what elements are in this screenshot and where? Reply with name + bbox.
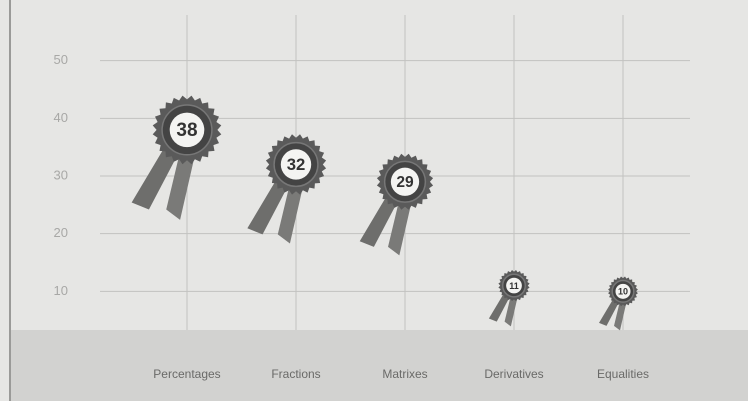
rosette xyxy=(131,95,222,220)
x-tick-label: Matrixes xyxy=(382,367,427,381)
x-tick-label: Equalities xyxy=(597,367,649,381)
y-tick-label: 20 xyxy=(54,225,68,240)
value-label: 10 xyxy=(618,287,628,297)
x-tick-label: Derivatives xyxy=(484,367,543,381)
y-tick-label: 40 xyxy=(54,110,68,125)
rosette-center xyxy=(506,277,522,294)
value-label: 29 xyxy=(396,174,414,191)
rosette-center xyxy=(615,283,631,299)
value-label: 11 xyxy=(509,281,519,291)
x-tick-label: Percentages xyxy=(153,367,220,381)
rosette-center xyxy=(390,167,420,196)
category-band xyxy=(10,330,748,401)
rosette-center xyxy=(280,149,312,180)
rosette xyxy=(247,134,327,244)
value-label: 38 xyxy=(176,120,197,141)
value-label: 32 xyxy=(287,155,306,174)
y-tick-label: 10 xyxy=(54,283,68,298)
rosette xyxy=(359,153,434,256)
x-tick-label: Fractions xyxy=(271,367,320,381)
rosette-center xyxy=(169,112,205,148)
rosette xyxy=(599,276,638,331)
rosette xyxy=(488,270,530,327)
y-tick-label: 50 xyxy=(54,52,68,67)
y-tick-label: 30 xyxy=(54,167,68,182)
